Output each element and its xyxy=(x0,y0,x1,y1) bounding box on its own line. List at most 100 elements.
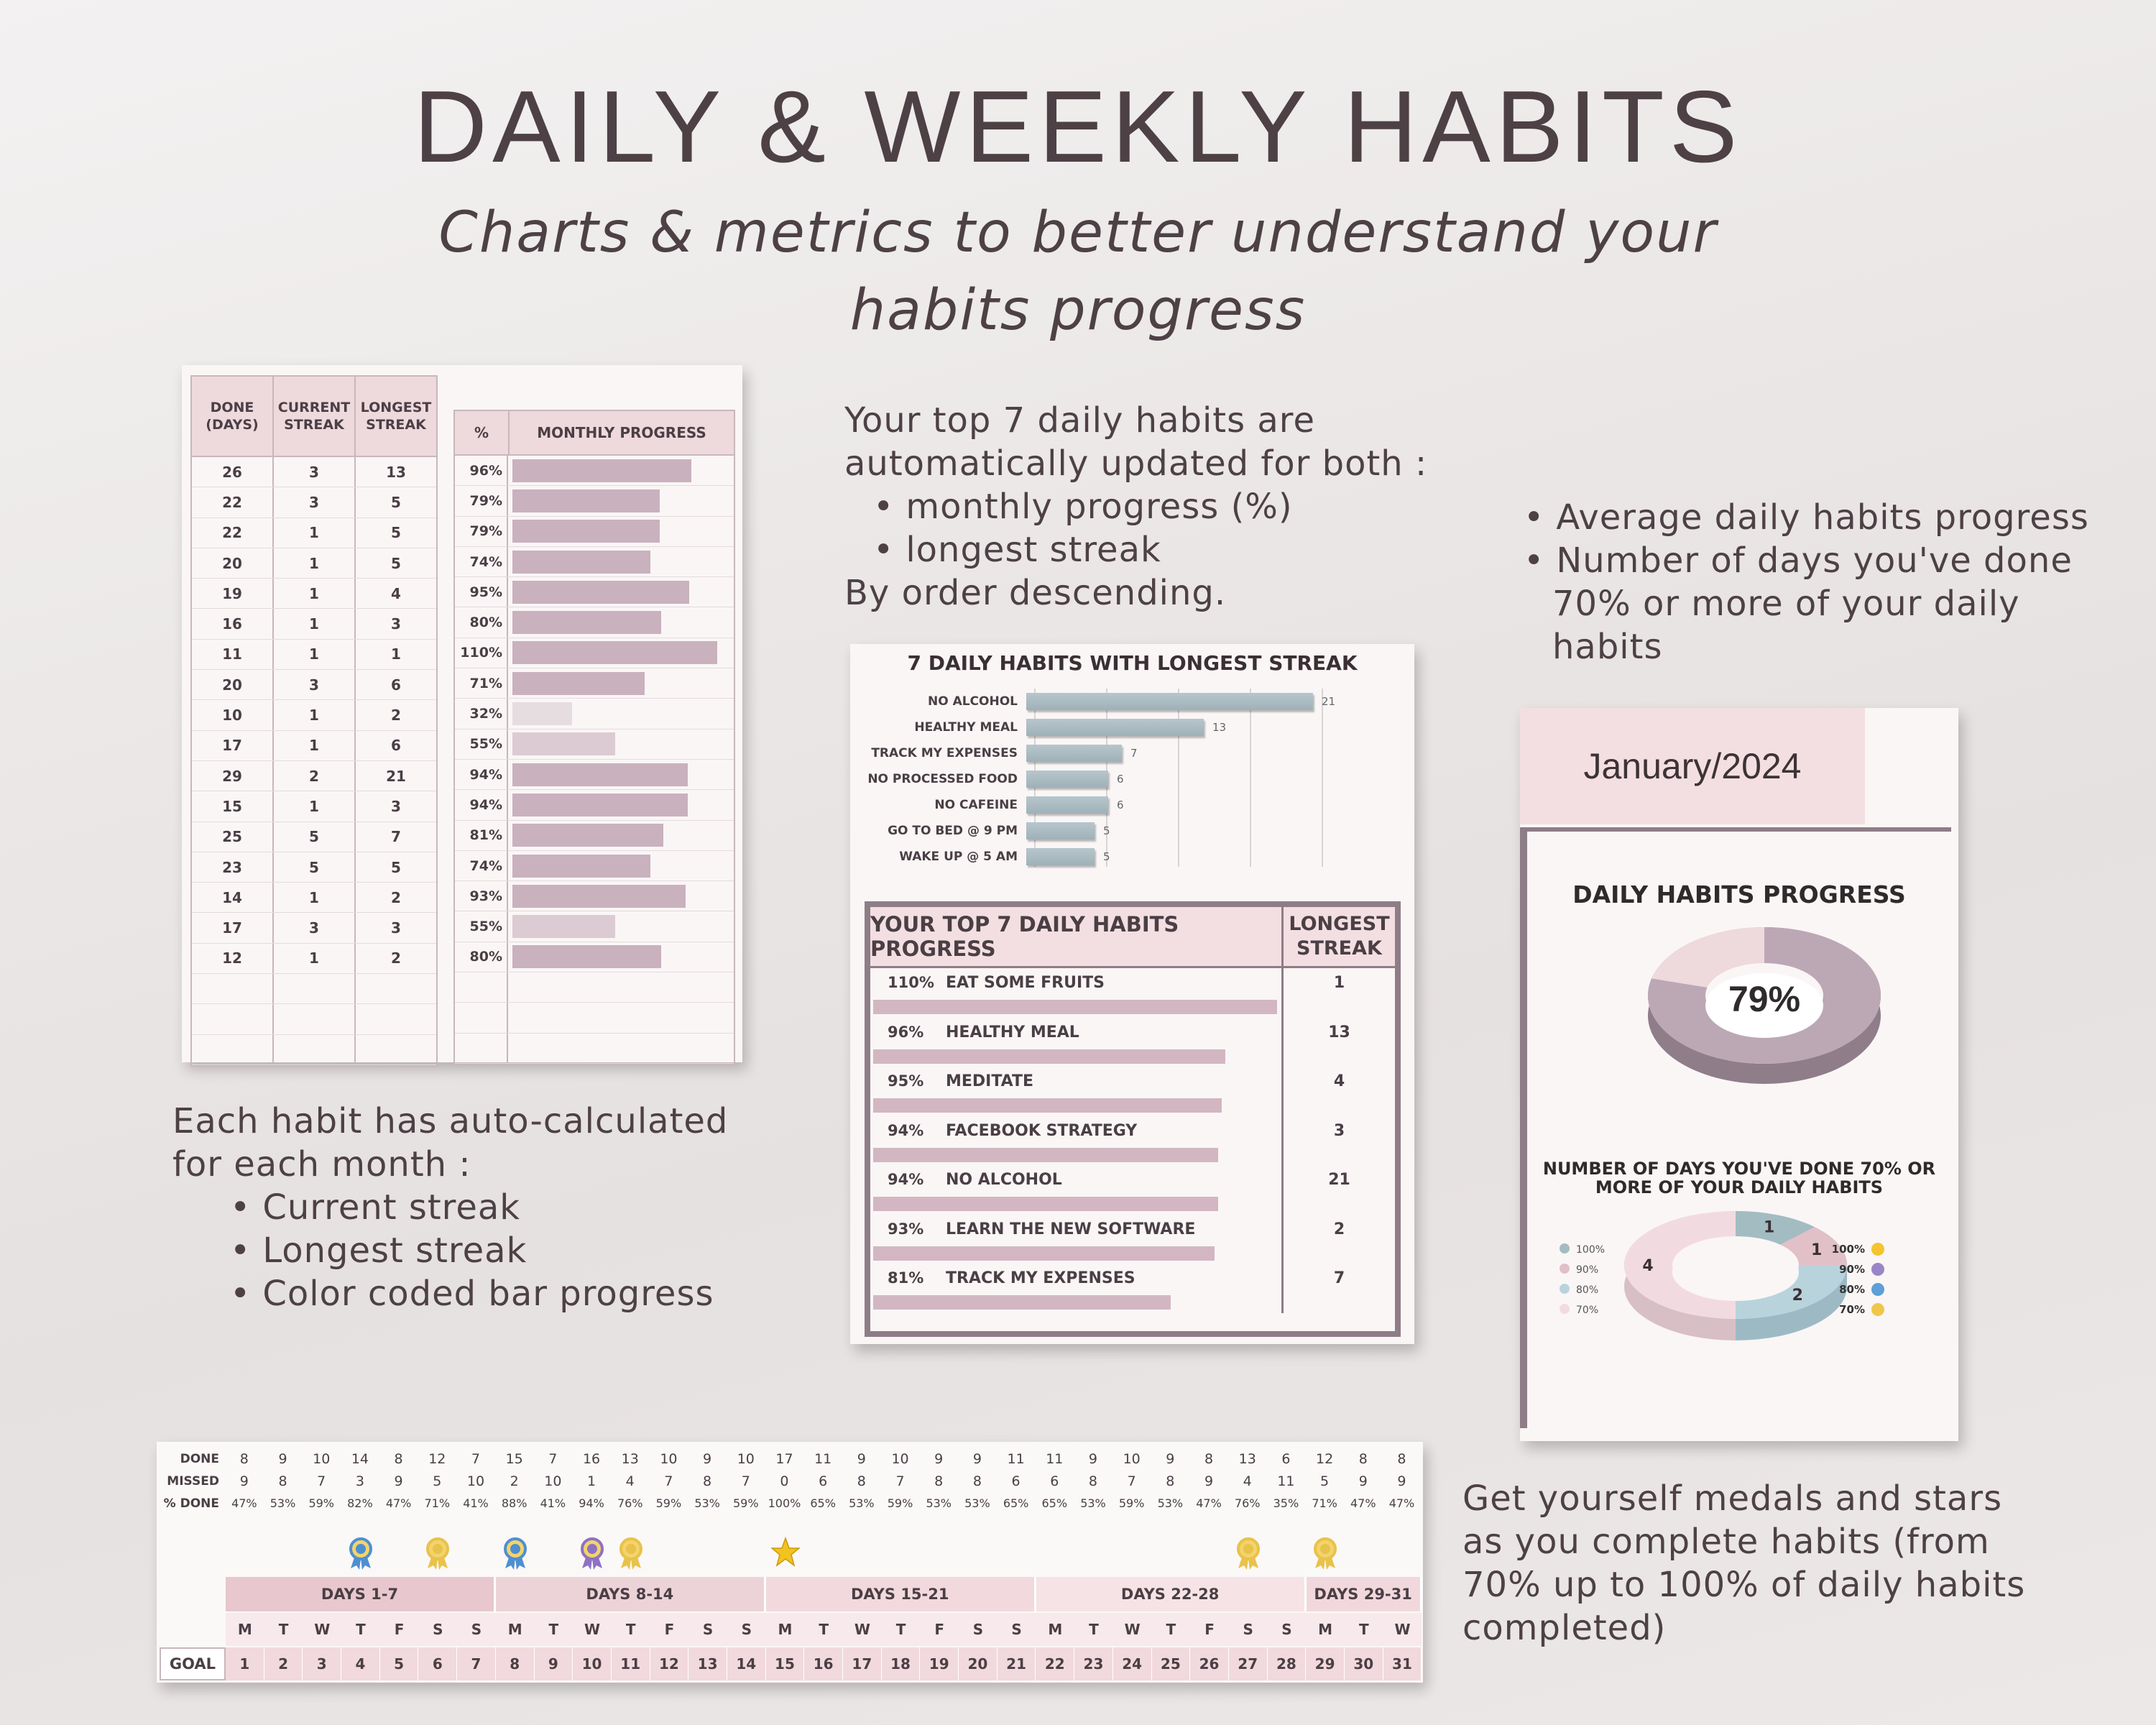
text-line: Get yourself medals and stars xyxy=(1462,1478,2003,1519)
bar-row: TRACK MY EXPENSES 7 xyxy=(850,740,1138,766)
day-number-cell: 10 xyxy=(573,1647,612,1680)
day-number-cell: 24 xyxy=(1112,1647,1152,1680)
top7-body: 110% EAT SOME FRUITS 1 96% HEALTHY MEAL 13 95%… xyxy=(870,968,1395,1313)
weekday-cell: M xyxy=(226,1613,264,1646)
days-chart-title-line1: NUMBER OF DAYS YOU'VE DONE 70% OR xyxy=(1542,1159,1936,1179)
medal-gold-icon xyxy=(1234,1537,1263,1570)
medal-blue-icon xyxy=(346,1537,375,1570)
habit-progress-bar xyxy=(873,1098,1222,1113)
missed-cell: 9 xyxy=(1204,1473,1214,1489)
longest-streak-cell: 3 xyxy=(391,797,401,815)
missed-cell: 5 xyxy=(433,1473,442,1489)
current-streak-cell: 1 xyxy=(274,700,356,730)
missed-cell: 3 xyxy=(355,1473,364,1489)
done-cell: 9 xyxy=(278,1450,287,1467)
streak-row: 20 1 5 xyxy=(192,548,436,579)
day-number-cell: 7 xyxy=(457,1647,496,1680)
pct-cell: 35% xyxy=(1273,1496,1299,1510)
habit-progress-bar xyxy=(873,1246,1215,1261)
current-streak-cell: 1 xyxy=(274,791,356,822)
day-number-cell: 19 xyxy=(920,1647,959,1680)
bar-value-label: 5 xyxy=(1103,824,1110,837)
empty-row xyxy=(455,1003,734,1034)
current-streak-cell: 2 xyxy=(274,760,356,791)
longest-streak-cell: 6 xyxy=(391,737,401,755)
done-cell: 15 xyxy=(505,1450,523,1467)
pct-cell: 59% xyxy=(655,1496,682,1510)
day-number-cell: 1 xyxy=(226,1647,264,1680)
weekday-cell: T xyxy=(1344,1613,1383,1646)
weekday-cell: S xyxy=(457,1613,496,1646)
top7-description: Your top 7 daily habits are automaticall… xyxy=(844,399,1427,615)
streak-row: 20 3 6 xyxy=(192,670,436,701)
missed-label: MISSED xyxy=(167,1473,219,1489)
habit-streak: 7 xyxy=(1333,1269,1345,1287)
progress-row: 74% xyxy=(455,546,734,578)
medal-legend-label: 80% xyxy=(1839,1283,1865,1296)
bar-value-label: 5 xyxy=(1103,850,1110,863)
progress-header: MONTHLY PROGRESS xyxy=(537,424,706,441)
pct-cell: 76% xyxy=(617,1496,643,1510)
streak-row: 14 1 2 xyxy=(192,883,436,914)
pct-cell: 74% xyxy=(455,546,508,577)
top7-row: 95% MEDITATE 4 xyxy=(870,1067,1395,1116)
missed-cell: 6 xyxy=(1050,1473,1059,1489)
progress-bar xyxy=(512,732,615,756)
top7-row: 81% TRACK MY EXPENSES 7 xyxy=(870,1264,1395,1313)
bar-row: GO TO BED @ 9 PM 5 xyxy=(850,818,1110,844)
pct-cell: 53% xyxy=(964,1496,990,1510)
progress-bar xyxy=(512,550,650,574)
daily-summary-strip: DONE 8 9 10 14 8 12 7 15 7 16 13 10 9 10 17 11 9 10 9 9 11 11… xyxy=(157,1442,1423,1683)
missed-cell: 0 xyxy=(780,1473,789,1489)
habit-progress-bar xyxy=(873,1049,1226,1064)
pct-cell: 55% xyxy=(455,911,508,942)
medal-gold-icon xyxy=(1311,1537,1340,1570)
bullet-item: Average daily habits progress xyxy=(1524,496,2089,539)
habit-pct: 94% xyxy=(888,1171,924,1188)
missed-cell: 9 xyxy=(239,1473,249,1489)
done-cell: 16 xyxy=(192,609,274,639)
day-number-cell: 29 xyxy=(1306,1647,1345,1680)
top7-row: 93% LEARN THE NEW SOFTWARE 2 xyxy=(870,1214,1395,1264)
bar-row: NO ALCOHOL 21 xyxy=(850,689,1335,714)
longest-streak-cell: 3 xyxy=(391,615,401,633)
streak-row: 15 1 3 xyxy=(192,791,436,822)
habit-progress-bar xyxy=(873,1197,1219,1211)
weekday-cell: F xyxy=(1190,1613,1229,1646)
bar-row: WAKE UP @ 5 AM 5 xyxy=(850,844,1110,870)
weekday-cell: F xyxy=(650,1613,689,1646)
current-streak-cell: 1 xyxy=(274,639,356,670)
bullet-item: Current streak xyxy=(230,1186,728,1229)
done-cell: 9 xyxy=(934,1450,944,1467)
done-cell: 12 xyxy=(428,1450,446,1467)
done-cell: 6 xyxy=(1281,1450,1291,1467)
streak-header-line2: STREAK xyxy=(1296,937,1382,960)
pct-cell: 100% xyxy=(768,1496,801,1510)
text-line: By order descending. xyxy=(844,573,1227,613)
pct-cell: 94% xyxy=(579,1496,604,1510)
missed-cell: 7 xyxy=(1127,1473,1136,1489)
day-number-cell: 6 xyxy=(418,1647,458,1680)
current-streak-header: CURRENT STREAK xyxy=(274,377,356,456)
progress-row: 79% xyxy=(455,516,734,547)
dashboard-description: Average daily habits progress Number of … xyxy=(1524,496,2089,668)
bar-value-label: 13 xyxy=(1212,721,1227,734)
progress-row: 94% xyxy=(455,790,734,821)
streak-row: 22 1 5 xyxy=(192,518,436,548)
legend-label: 90% xyxy=(1576,1264,1598,1276)
pct-cell: 59% xyxy=(887,1496,913,1510)
text-line: habits xyxy=(1552,627,1663,667)
current-streak-cell: 1 xyxy=(274,609,356,639)
missed-cell: 2 xyxy=(510,1473,519,1489)
bar-label: WAKE UP @ 5 AM xyxy=(899,850,1018,864)
bullet-item: Color coded bar progress xyxy=(230,1272,728,1315)
streak-row: 22 3 5 xyxy=(192,487,436,518)
weekday-cell: M xyxy=(1306,1613,1345,1646)
done-cell: 14 xyxy=(192,883,274,913)
dashboard-sheet: January/2024 DAILY HABITS PROGRESS 79% N… xyxy=(1520,708,1958,1441)
missed-cell: 7 xyxy=(741,1473,750,1489)
done-cell: 10 xyxy=(313,1450,331,1467)
subtitle-line-2: habits progress xyxy=(849,278,1307,343)
current-streak-cell: 3 xyxy=(274,913,356,943)
missed-cell: 4 xyxy=(625,1473,635,1489)
